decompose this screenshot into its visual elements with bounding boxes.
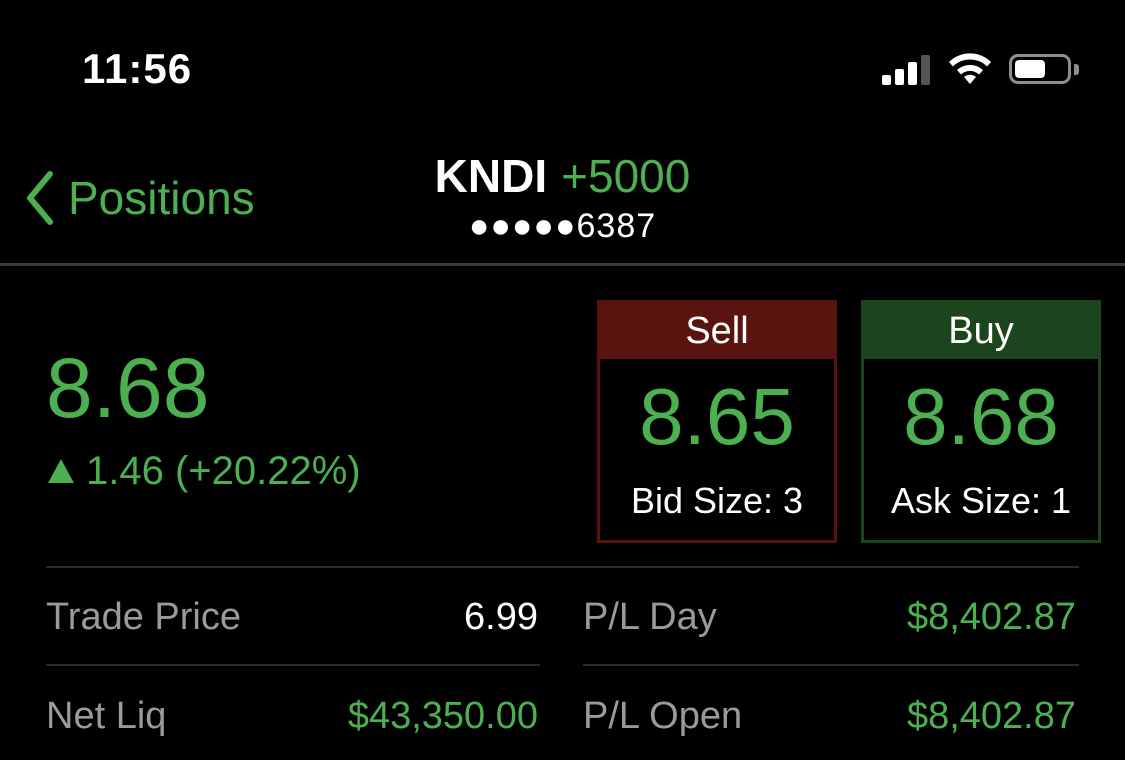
- price-change-value: 1.46 (+20.22%): [86, 449, 361, 493]
- account-number: ●●●●●6387: [468, 207, 657, 245]
- nav-divider: [0, 263, 1125, 266]
- status-time: 11:56: [82, 45, 193, 92]
- position-quantity: +5000: [561, 150, 691, 202]
- bid-price: 8.65: [639, 372, 795, 461]
- symbol: KNDI: [434, 150, 548, 202]
- sell-button[interactable]: Sell 8.65 Bid Size: 3: [597, 300, 837, 543]
- cellular-signal-icon: [882, 53, 934, 85]
- back-button[interactable]: Positions: [24, 165, 255, 231]
- pl-open-label: P/L Open: [583, 695, 743, 737]
- buy-button[interactable]: Buy 8.68 Ask Size: 1: [861, 300, 1101, 543]
- row-divider: [46, 566, 1079, 568]
- buy-label: Buy: [864, 303, 1098, 359]
- pl-day-label: P/L Day: [583, 596, 717, 638]
- bid-size: Bid Size: 3: [630, 480, 804, 521]
- net-liq-value: $43,350.00: [347, 695, 538, 737]
- ask-size: Ask Size: 1: [890, 480, 1072, 521]
- net-liq-label: Net Liq: [46, 695, 167, 737]
- price-change: 1.46 (+20.22%): [48, 447, 361, 495]
- battery-tip: [1074, 64, 1079, 75]
- wifi-icon: [946, 50, 994, 86]
- pl-open-value: $8,402.87: [906, 695, 1076, 737]
- row-divider: [46, 664, 540, 666]
- chevron-left-icon: [27, 171, 53, 225]
- sell-label: Sell: [600, 303, 834, 359]
- row-divider: [583, 664, 1079, 666]
- trade-price-value: 6.99: [464, 596, 538, 638]
- ask-price: 8.68: [903, 372, 1059, 461]
- back-label: Positions: [68, 172, 255, 224]
- battery-icon: [1009, 54, 1071, 84]
- up-triangle-icon: [48, 459, 74, 483]
- trade-price-label: Trade Price: [46, 596, 241, 638]
- page-title: KNDI +5000: [0, 148, 1125, 204]
- last-price: 8.68: [46, 341, 210, 435]
- pl-day-value: $8,402.87: [906, 596, 1076, 638]
